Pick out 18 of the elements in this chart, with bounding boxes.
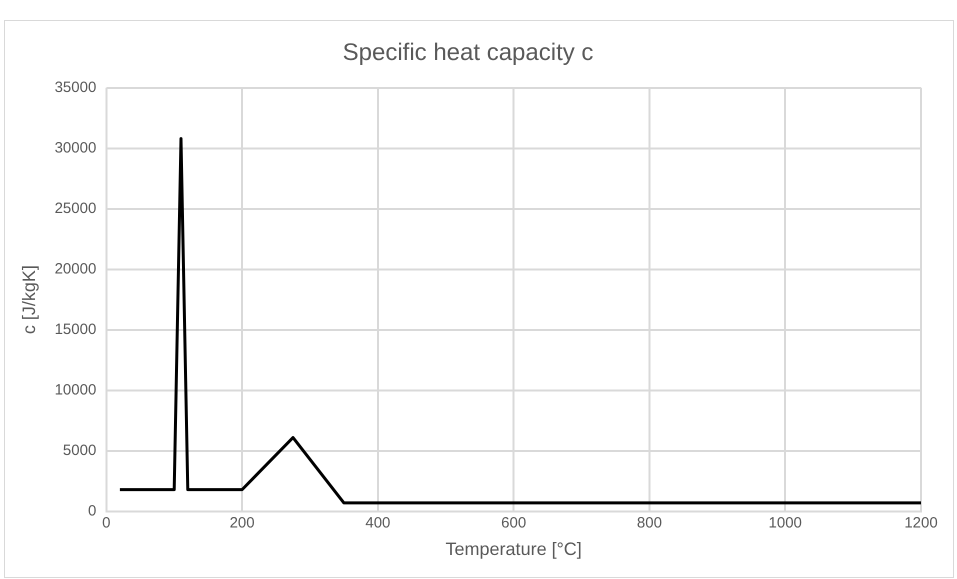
x-tick-label: 200 [230, 514, 255, 532]
y-tick-label: 30000 [54, 139, 96, 156]
y-tick-label: 5000 [62, 442, 96, 460]
y-tick-label: 20000 [54, 260, 96, 278]
y-axis-title: c [J/kgK] [18, 265, 39, 334]
x-tick-label: 0 [102, 514, 110, 532]
x-tick-label: 1200 [904, 514, 938, 532]
x-tick-label: 400 [365, 514, 390, 532]
y-tick-label: 10000 [54, 382, 96, 399]
x-tick-label: 1000 [768, 514, 802, 532]
y-tick-label: 0 [88, 502, 96, 520]
chart-title: Specific heat capacity c [342, 39, 594, 66]
x-tick-label: 600 [501, 514, 526, 532]
y-tick-label: 35000 [54, 78, 96, 96]
x-tick-label: 800 [636, 514, 662, 532]
x-axis-title: Temperature [°C] [446, 539, 582, 560]
y-tick-label: 25000 [54, 200, 96, 217]
y-tick-label: 15000 [54, 321, 96, 338]
